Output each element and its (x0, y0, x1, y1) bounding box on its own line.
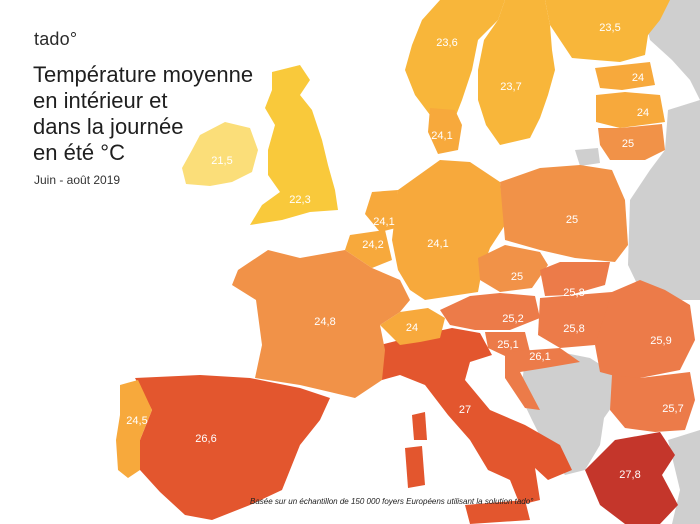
label-slovenia: 25,1 (497, 339, 518, 351)
region-denmark (428, 108, 462, 154)
map-title: Température moyenne en intérieur et dans… (33, 62, 283, 166)
label-uk: 22,3 (289, 194, 310, 206)
label-spain: 26,6 (195, 433, 216, 445)
label-netherlands: 24,1 (373, 216, 394, 228)
label-poland: 25 (566, 214, 578, 226)
label-sweden: 23,7 (500, 81, 521, 93)
label-norway: 23,6 (436, 37, 457, 49)
label-italy: 27 (459, 404, 471, 416)
region-latvia (596, 92, 665, 128)
region-france (232, 250, 410, 398)
region-corsica (412, 412, 427, 440)
label-austria: 25,2 (502, 313, 523, 325)
region-finland (545, 0, 670, 62)
title-line: en été °C (33, 140, 125, 165)
label-greece: 27,8 (619, 469, 640, 481)
region-italy (380, 328, 572, 505)
sample-footnote: Basée sur un échantillon de 150 000 foye… (250, 497, 534, 506)
label-romania: 25,9 (650, 335, 671, 347)
label-croatia: 26,1 (529, 351, 550, 363)
no-data-east (628, 0, 700, 300)
label-lithuania: 25 (622, 138, 634, 150)
region-poland (500, 165, 628, 262)
map-subtitle: Juin - août 2019 (34, 173, 121, 187)
region-netherlands (365, 190, 398, 232)
label-estonia: 24 (632, 72, 644, 84)
label-czechia: 25 (511, 271, 523, 283)
region-slovenia (485, 332, 530, 356)
region-norway (405, 0, 505, 118)
no-data-turkey (668, 430, 700, 524)
label-bulgaria: 25,7 (662, 403, 683, 415)
region-portugal (116, 380, 152, 478)
title-line: Température moyenne (33, 62, 254, 87)
label-switzerland: 24 (406, 322, 418, 334)
region-romania (595, 280, 695, 380)
region-belgium (345, 230, 392, 268)
region-croatia (505, 348, 580, 410)
label-portugal: 24,5 (126, 415, 147, 427)
region-ireland (182, 122, 258, 186)
title-line: dans la journée (33, 114, 184, 139)
region-switzerland (380, 308, 445, 345)
label-hungary: 25,8 (563, 323, 584, 335)
label-latvia: 24 (637, 107, 649, 119)
region-germany (392, 160, 505, 300)
region-estonia (595, 62, 655, 90)
label-slovakia: 25,8 (563, 287, 584, 299)
label-belgium: 24,2 (362, 239, 383, 251)
region-lithuania (598, 124, 665, 160)
region-spain (135, 375, 330, 520)
region-czechia (478, 245, 548, 292)
label-germany: 24,1 (427, 238, 448, 250)
region-bulgaria (610, 372, 695, 432)
label-france: 24,8 (314, 316, 335, 328)
label-denmark: 24,1 (431, 130, 452, 142)
label-finland: 23,5 (599, 22, 620, 34)
region-slovakia (540, 262, 610, 296)
tado-logo: tado° (34, 29, 78, 49)
region-austria (440, 293, 540, 330)
region-sicily (465, 500, 530, 524)
no-data-kaliningrad (575, 148, 600, 166)
region-labels: 21,5 22,3 23,6 23,7 23,5 24 24 25 24,1 2… (126, 22, 683, 481)
title-line: en intérieur et (33, 88, 168, 113)
region-uk (250, 65, 338, 225)
region-sweden (478, 0, 555, 145)
region-greece (585, 432, 678, 524)
region-sardinia (405, 446, 425, 488)
label-ireland: 21,5 (211, 155, 232, 167)
region-hungary (538, 292, 615, 348)
